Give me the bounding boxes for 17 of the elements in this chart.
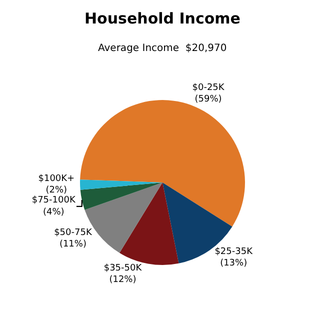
slice-label: $75-100K: [32, 196, 76, 206]
pie-slice: [120, 182, 179, 265]
pie-slice: [80, 180, 162, 190]
data-label: (2%): [46, 186, 68, 196]
pie-slice: [80, 182, 162, 210]
chart-subtitle: Average Income $20,970: [98, 43, 227, 54]
data-label: (13%): [220, 258, 248, 269]
slice-label: $50-75K: [54, 228, 93, 238]
slice-label: $35-50K: [104, 263, 143, 274]
data-label: (12%): [109, 275, 136, 286]
data-label: (4%): [42, 207, 64, 218]
data-label: (11%): [59, 240, 86, 250]
data-label: (59%): [194, 94, 222, 105]
slice-label: $25-35K: [214, 246, 254, 257]
chart-title: Household Income: [84, 10, 240, 28]
slice-label: $100K+: [38, 174, 75, 184]
slice-label: $0-25K: [192, 82, 226, 93]
